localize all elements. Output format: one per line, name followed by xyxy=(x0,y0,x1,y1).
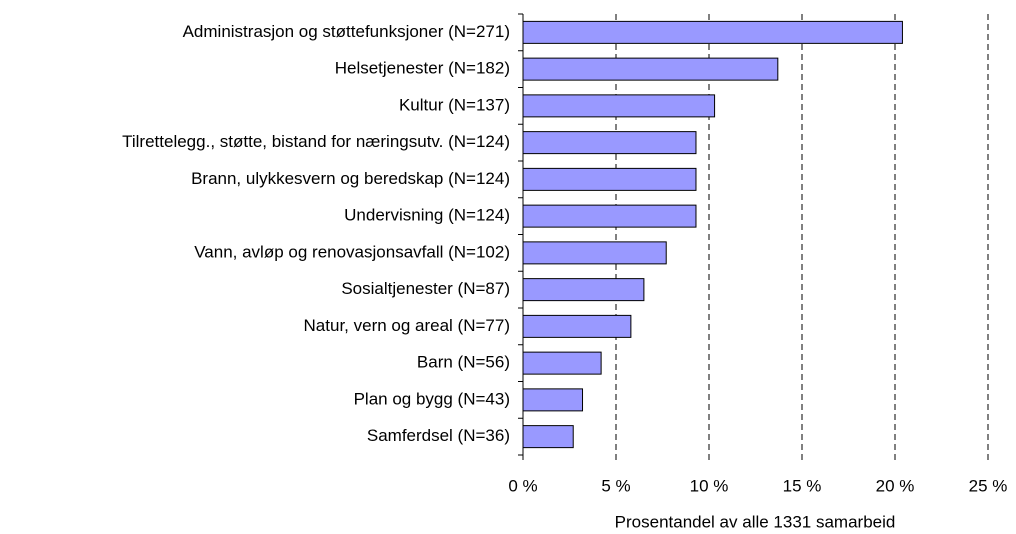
y-tick-label: Plan og bygg (N=43) xyxy=(354,389,510,408)
bar xyxy=(522,204,697,228)
y-tick-label: Barn (N=56) xyxy=(417,353,510,372)
bar xyxy=(522,241,667,265)
y-tick-label: Natur, vern og areal (N=77) xyxy=(304,316,510,335)
bar xyxy=(522,20,903,44)
x-tick-label: 15 % xyxy=(783,476,822,495)
x-tick-label: 0 % xyxy=(508,476,537,495)
x-tick-label: 10 % xyxy=(690,476,729,495)
bar xyxy=(522,131,697,155)
bar xyxy=(522,351,602,375)
bar xyxy=(522,425,574,449)
bar xyxy=(522,314,632,338)
bar xyxy=(522,278,645,302)
x-tick-label: 25 % xyxy=(969,476,1008,495)
y-tick-label: Vann, avløp og renovasjonsavfall (N=102) xyxy=(194,242,510,261)
x-axis-title: Prosentandel av alle 1331 samarbeid xyxy=(615,512,896,531)
bar xyxy=(522,57,779,81)
y-tick-label: Tilrettelegg., støtte, bistand for nærin… xyxy=(122,132,510,151)
bar xyxy=(522,94,716,118)
bar xyxy=(522,388,584,412)
x-tick-label: 20 % xyxy=(876,476,915,495)
x-tick-label: 5 % xyxy=(601,476,630,495)
y-tick-label: Brann, ulykkesvern og beredskap (N=124) xyxy=(191,169,510,188)
y-tick-label: Undervisning (N=124) xyxy=(344,206,510,225)
y-tick-label: Administrasjon og støttefunksjoner (N=27… xyxy=(183,22,510,41)
y-tick-label: Helsetjenester (N=182) xyxy=(335,59,510,78)
y-tick-label: Sosialtjenester (N=87) xyxy=(341,279,510,298)
bar xyxy=(522,167,697,191)
y-tick-label: Kultur (N=137) xyxy=(399,95,510,114)
y-tick-label: Samferdsel (N=36) xyxy=(367,426,510,445)
